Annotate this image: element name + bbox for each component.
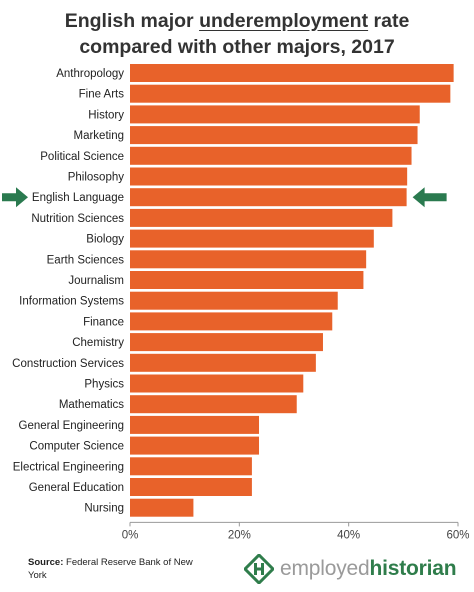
bar-philosophy [130,167,408,186]
arrow-left-icon [412,187,447,208]
bar-information-systems [130,291,338,310]
bar-mathematics [130,395,297,414]
category-label: General Education [29,482,124,494]
source-label: Source: [28,557,64,568]
category-label: Earth Sciences [47,254,125,266]
category-label: Political Science [40,151,124,163]
category-label: Journalism [68,275,124,287]
bar-political-science [130,146,412,165]
source-note: Source: Federal Reserve Bank of New York [28,556,208,582]
bar-earth-sciences [130,250,367,269]
logo-text-part1: employed [280,557,370,580]
bar-finance [130,312,333,331]
category-label: Construction Services [12,358,124,370]
bar-journalism [130,271,364,289]
category-label: English Language [32,192,124,204]
category-label: Fine Arts [79,89,125,101]
category-label: Philosophy [68,172,125,184]
bar-physics [130,374,304,393]
bar-general-education [130,478,252,496]
category-label: Biology [86,234,124,246]
chart-title-line-2: compared with other majors, 2017 [79,36,395,58]
bar-computer-science [130,436,260,455]
logo-mark-icon [244,554,274,584]
category-label: Chemistry [72,337,124,349]
x-tick-label: 20% [228,529,251,541]
category-label: Anthropology [56,68,124,80]
category-label: General Engineering [19,420,125,432]
category-label: Information Systems [19,296,124,308]
category-label: Mathematics [59,399,124,411]
employed-historian-logo: employedhistorian [244,552,457,586]
bar-history [130,105,420,124]
x-tick-label: 40% [337,529,360,541]
bar-nutrition-sciences [130,208,393,227]
title-underlined-word: underemployment [199,10,369,32]
category-label: Nursing [84,503,124,515]
bar-biology [130,229,374,248]
category-label: Marketing [74,130,125,142]
category-label: Finance [83,316,124,328]
category-label: History [88,109,124,121]
arrow-right-icon [2,187,28,208]
bar-anthropology [130,64,454,82]
x-tick-label: 0% [122,529,139,541]
chart-title-line-1: English major underemployment rate [64,10,410,32]
category-label: Computer Science [29,441,124,453]
bar-chemistry [130,333,323,352]
category-label: Electrical Engineering [13,461,124,473]
category-label: Nutrition Sciences [31,213,124,225]
bar-general-engineering [130,415,260,434]
bar-fine-arts [130,84,451,103]
x-tick-label: 60% [446,529,469,541]
bar-construction-services [130,353,316,372]
bar-english-language [130,188,407,207]
source-text: Federal Reserve Bank of New York [28,557,193,581]
logo-text-part2: historian [369,557,457,580]
bar-marketing [130,126,418,145]
bar-nursing [130,498,194,517]
category-label: Physics [84,379,124,391]
bar-electrical-engineering [130,457,252,476]
